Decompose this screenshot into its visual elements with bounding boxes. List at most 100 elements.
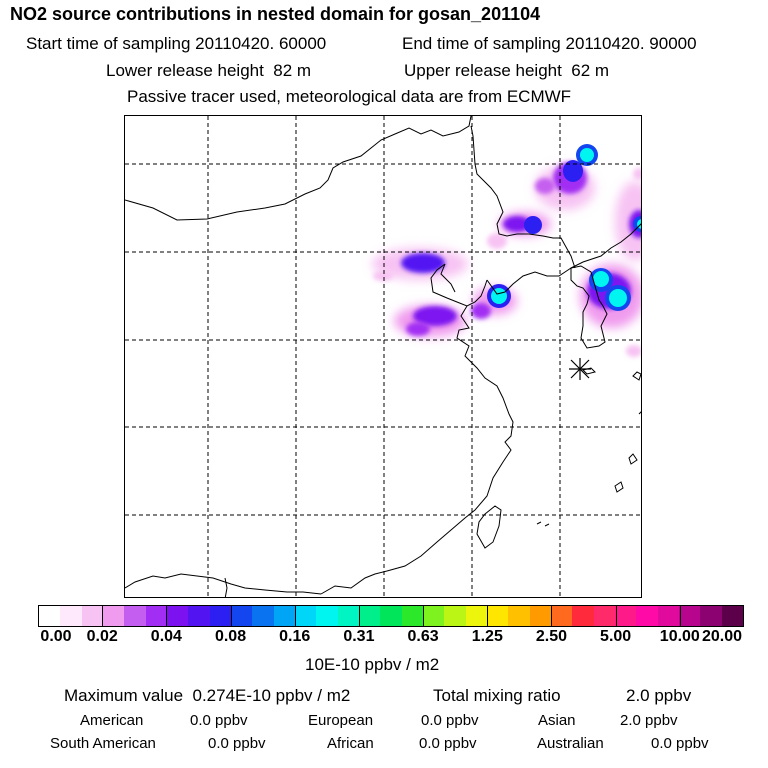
color-scale-segment	[273, 606, 295, 626]
source-african-label: African	[327, 735, 374, 752]
total-mixing-label: Total mixing ratio	[433, 686, 561, 705]
korea-ne-coast	[570, 223, 641, 269]
color-scale-tick-label: 2.50	[535, 628, 568, 645]
bohai-inner	[440, 263, 456, 293]
source-african-value: 0.0 ppbv	[419, 735, 477, 752]
color-scale-segment	[358, 606, 381, 626]
color-scale-segment	[252, 606, 274, 626]
tracer-note: Passive tracer used, meteorological data…	[127, 87, 572, 106]
end-time-row: End time of sampling 20110420. 90000	[402, 34, 697, 54]
max-value: 0.274E-10 ppbv / m2	[192, 686, 351, 705]
plume-bohai-west	[394, 305, 466, 337]
color-scale-segment	[700, 606, 722, 626]
color-scale-segment	[124, 606, 146, 626]
islet-2	[628, 453, 638, 465]
taiwan	[476, 505, 502, 549]
plume-ne-north	[535, 144, 598, 210]
color-scale-segment	[102, 606, 125, 626]
plume-north-china	[372, 248, 468, 281]
plume-east-edge	[615, 168, 641, 261]
lower-height-value: 82 m	[273, 61, 312, 80]
bohai-coast	[430, 263, 488, 307]
plume-manchuria	[487, 212, 551, 249]
source-australian-label: Australian	[537, 735, 604, 752]
islet-6	[544, 523, 550, 527]
map-panel	[124, 115, 642, 598]
color-scale-tick-mark	[679, 605, 681, 627]
color-scale-segment	[721, 606, 743, 626]
color-scale-segment	[337, 606, 359, 626]
lower-height-row: Lower release height 82 m	[106, 61, 311, 81]
color-scale-segment	[636, 606, 658, 626]
start-time-value: 20110420. 60000	[195, 34, 327, 53]
islet-4	[638, 411, 641, 415]
source-european-value: 0.0 ppbv	[421, 712, 479, 729]
color-scale-tick-label: 0.16	[279, 628, 311, 645]
color-scale-segment	[316, 606, 338, 626]
color-scale-segment	[39, 606, 61, 626]
color-scale-tick-label: 0.63	[407, 628, 439, 645]
source-asian-value: 2.0 ppbv	[620, 712, 678, 729]
color-scale-segment	[465, 606, 487, 626]
color-scale-tick-mark	[551, 605, 553, 627]
color-scale-segment	[593, 606, 615, 626]
upper-height-row: Upper release height 62 m	[404, 61, 609, 81]
border-fragment	[224, 577, 228, 597]
color-scale-segment	[614, 606, 637, 626]
color-scale-tick-label: 0.31	[343, 628, 375, 645]
color-scale-segment	[166, 606, 189, 626]
korea-peninsula	[570, 265, 608, 349]
source-south-american-label: South American	[50, 735, 156, 752]
color-scale-tick-label: 0.08	[214, 628, 247, 645]
upper-height-label: Upper release height	[404, 61, 562, 80]
color-scale-tick-mark	[487, 605, 489, 627]
color-scale-segment	[508, 606, 530, 626]
color-scale-segment	[422, 606, 445, 626]
color-scale-segment	[230, 606, 253, 626]
source-american-value: 0.0 ppbv	[190, 712, 248, 729]
color-scale-segment	[678, 606, 701, 626]
color-scale-tick-mark	[358, 605, 360, 627]
color-scale-segment	[81, 606, 103, 626]
max-value-label: Maximum value	[64, 686, 184, 705]
color-scale-segment	[60, 606, 82, 626]
color-scale-tick-mark	[166, 605, 168, 627]
color-scale-tick-mark	[615, 605, 617, 627]
color-scale-tick-label: 0.04	[150, 628, 182, 645]
color-scale-segment	[380, 606, 402, 626]
gosan-receptor-marker	[569, 358, 591, 380]
coastline-layer	[125, 116, 641, 597]
color-scale-segment	[550, 606, 573, 626]
color-scale-segment	[188, 606, 210, 626]
upper-height-value: 62 m	[571, 61, 610, 80]
start-time-label: Start time of sampling	[26, 34, 191, 53]
color-scale-segment	[209, 606, 231, 626]
color-scale-segment	[572, 606, 594, 626]
color-scale-bar	[38, 605, 744, 627]
lower-height-label: Lower release height	[106, 61, 264, 80]
plume-korea	[580, 264, 641, 357]
south-border	[125, 573, 322, 595]
lat-lon-grid	[125, 116, 641, 597]
color-scale-tick-label: 1.25	[471, 628, 503, 645]
source-australian-value: 0.0 ppbv	[651, 735, 709, 752]
max-value-row: Maximum value 0.274E-10 ppbv / m2	[64, 686, 350, 706]
start-time-row: Start time of sampling 20110420. 60000	[26, 34, 326, 54]
color-scale-segment	[401, 606, 423, 626]
map-canvas	[125, 116, 641, 597]
color-scale-tick-label: 0.00	[40, 628, 72, 645]
color-scale-segment	[444, 606, 466, 626]
color-scale-segment	[145, 606, 167, 626]
color-scale-tick-mark	[102, 605, 104, 627]
color-scale-units: 10E-10 ppbv / m2	[305, 655, 440, 674]
end-time-label: End time of sampling	[402, 34, 561, 53]
source-american-label: American	[80, 712, 144, 729]
islet-5	[536, 521, 542, 525]
source-south-american-value: 0.0 ppbv	[208, 735, 266, 752]
color-scale-segment	[529, 606, 551, 626]
total-mixing-value: 2.0 ppbv	[626, 686, 692, 705]
color-scale-tick-label: 0.02	[86, 628, 118, 645]
color-scale-tick-label: 5.00	[600, 628, 632, 645]
color-scale-tick-mark	[423, 605, 425, 627]
color-scale-segment	[657, 606, 679, 626]
